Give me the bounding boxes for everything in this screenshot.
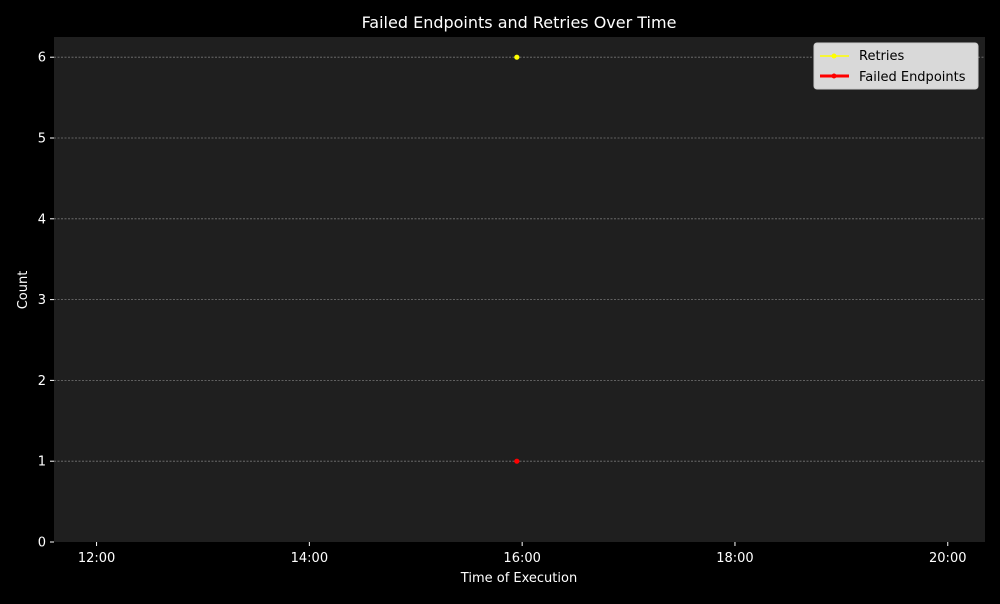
legend: Retries Failed Endpoints	[813, 42, 979, 90]
y-tick-label: 1	[38, 455, 46, 470]
chart-title: Failed Endpoints and Retries Over Time	[362, 13, 677, 32]
grid-lines	[54, 56, 985, 462]
y-tick-label: 2	[38, 374, 46, 389]
data-point-failed-endpoints	[514, 458, 520, 464]
x-tick-label: 20:00	[929, 551, 966, 566]
y-tick-label: 0	[38, 536, 46, 551]
data-point-retries	[514, 54, 520, 60]
y-tick-label: 3	[38, 293, 46, 308]
legend-label-retries: Retries	[859, 49, 904, 64]
plot-area	[54, 37, 985, 542]
legend-label-failed-endpoints: Failed Endpoints	[859, 70, 966, 85]
x-tick-label: 16:00	[503, 551, 540, 566]
y-tick-label: 4	[38, 212, 46, 227]
legend-marker-retries	[831, 53, 837, 59]
y-axis-title: Count	[16, 271, 31, 310]
x-tick-label: 18:00	[716, 551, 753, 566]
x-tick-label: 12:00	[78, 551, 115, 566]
legend-marker-failed-endpoints	[831, 73, 837, 79]
axis-ticks: 0 1 2 3 4 5 6 12:00 14:00 16:00 18:00 20:00	[38, 51, 967, 566]
y-tick-label: 6	[38, 51, 46, 66]
x-axis-title: Time of Execution	[460, 571, 577, 586]
legend-box	[813, 42, 979, 90]
x-tick-label: 14:00	[291, 551, 328, 566]
y-tick-label: 5	[38, 132, 46, 147]
series-marks	[514, 54, 520, 464]
